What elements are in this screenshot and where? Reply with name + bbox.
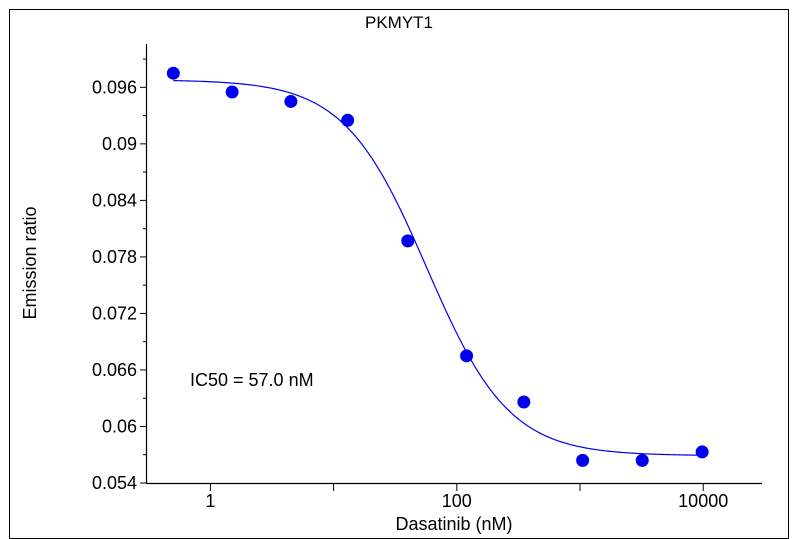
x-ticks: 1 100 10000	[205, 483, 728, 511]
y-axis: 0.054 0.06 0.066 0.072 0.078 0.084 0.09 0.096 E…	[20, 44, 148, 493]
data-point	[576, 453, 590, 467]
y-tick-label: 0.084	[92, 190, 137, 210]
x-tick-label: 10000	[678, 491, 728, 511]
ic50-annotation: IC50 = 57.0 nM	[190, 370, 314, 390]
chart-title: PKMYT1	[365, 13, 433, 32]
data-point	[166, 66, 180, 80]
data-point	[695, 445, 709, 459]
x-tick-label: 100	[442, 491, 472, 511]
y-axis-label: Emission ratio	[20, 206, 40, 319]
data-point	[225, 85, 239, 99]
data-point	[284, 94, 298, 108]
y-tick-label: 0.054	[92, 473, 137, 493]
fit-curve	[173, 79, 704, 456]
y-tick-label: 0.072	[92, 303, 137, 323]
y-tick-label: 0.096	[92, 77, 137, 97]
data-points	[166, 66, 709, 467]
data-point	[460, 349, 474, 363]
data-point	[341, 113, 355, 127]
data-point	[401, 234, 415, 248]
x-tick-label: 1	[205, 491, 215, 511]
plot-area	[166, 66, 709, 467]
y-tick-label: 0.078	[92, 247, 137, 267]
y-tick-label: 0.066	[92, 360, 137, 380]
x-axis-label: Dasatinib (nM)	[395, 514, 512, 534]
y-tick-label: 0.06	[102, 416, 137, 436]
y-tick-label: 0.09	[102, 134, 137, 154]
y-ticks: 0.054 0.06 0.066 0.072 0.078 0.084 0.09 0.096	[92, 58, 146, 493]
data-point	[635, 453, 649, 467]
x-axis: 1 100 10000 Dasatinib (nM)	[146, 482, 762, 534]
data-point	[517, 395, 531, 409]
